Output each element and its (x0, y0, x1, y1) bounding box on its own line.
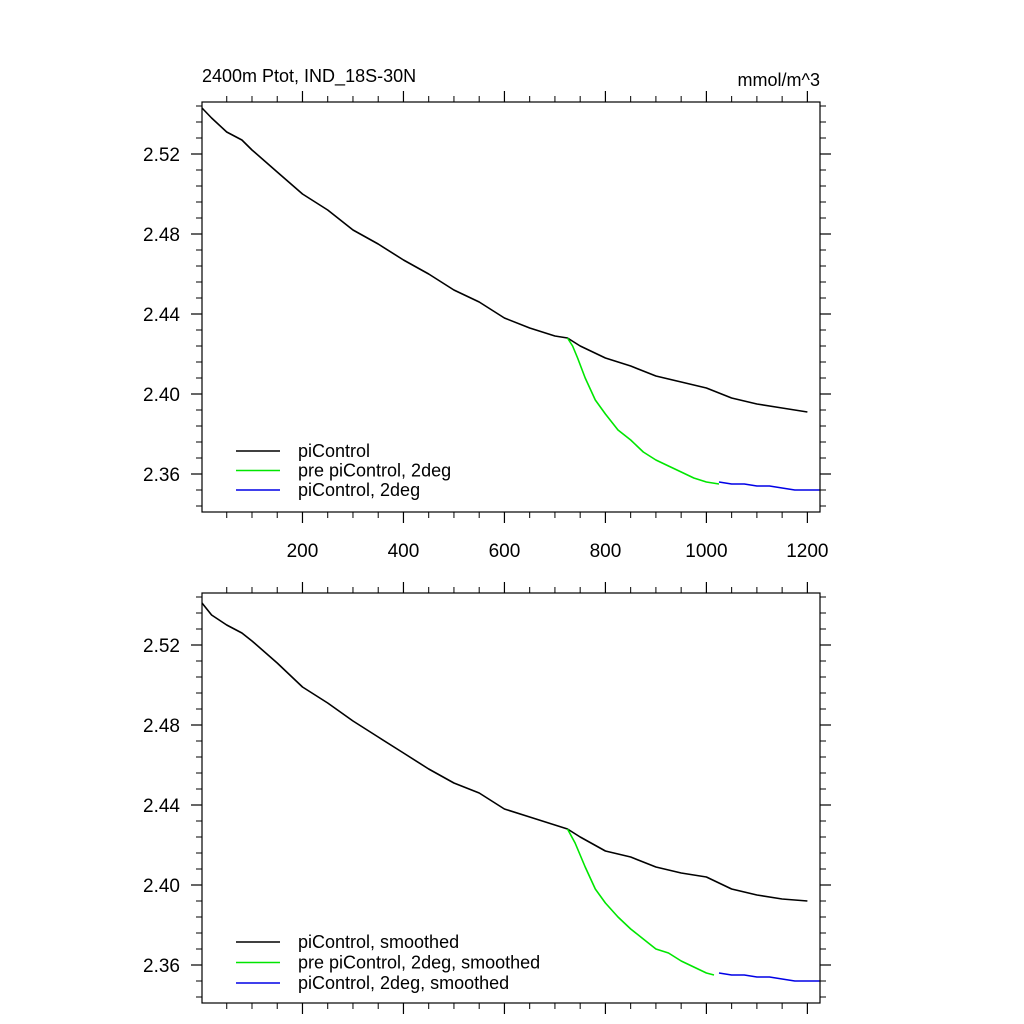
panel-bottom: 2.36 2.40 2.44 2.48 2.52 piControl, smoothed… (143, 582, 831, 1014)
series-group (201, 107, 820, 491)
units-label: mmol/m^3 (738, 70, 820, 90)
y-tick-label: 2.44 (143, 796, 180, 817)
x-tick-label: 1200 (786, 541, 828, 562)
y-tick-label: 2.44 (143, 305, 180, 326)
legend-label: piControl, 2deg, smoothed (298, 973, 509, 993)
tick-group: 2.36 2.40 2.44 2.48 2.52 (143, 582, 831, 1014)
plot-frame (201, 592, 821, 1004)
legend-label: pre piControl, 2deg, smoothed (298, 953, 540, 973)
x-tick-label: 200 (287, 541, 319, 562)
y-tick-label: 2.52 (143, 636, 180, 657)
chart-title: 2400m Ptot, IND_18S-30N (202, 66, 416, 87)
x-tick-label: 1000 (685, 541, 727, 562)
x-tick-label: 400 (388, 541, 420, 562)
tick-group: 200 400 600 800 1000 1200 2.36 2.40 2.44 2.48 2.52 (143, 91, 831, 562)
series-line-1 (201, 107, 808, 413)
series-group (201, 602, 820, 982)
y-tick-label: 2.48 (143, 225, 180, 246)
y-tick-label: 2.36 (143, 465, 180, 486)
y-tick-label: 2.36 (143, 956, 180, 977)
legend-label: piControl, smoothed (298, 932, 459, 952)
legend-label: piControl (298, 441, 370, 461)
legend-label: piControl, 2deg (298, 480, 420, 500)
x-tick-label: 600 (489, 541, 521, 562)
series-line-3 (718, 972, 820, 982)
series-line-2 (566, 337, 720, 485)
y-tick-label: 2.48 (143, 716, 180, 737)
legend-label: pre piControl, 2deg (298, 461, 451, 481)
y-tick-label: 2.40 (143, 876, 180, 897)
panel-top: 2400m Ptot, IND_18S-30N mmol/m^3 200 400 6… (143, 66, 831, 562)
y-tick-label: 2.52 (143, 145, 180, 166)
y-tick-label: 2.40 (143, 385, 180, 406)
x-tick-label: 800 (590, 541, 622, 562)
series-line-3 (718, 481, 820, 491)
series-line-2 (566, 828, 715, 976)
series-line-1 (201, 602, 808, 902)
plot-frame (201, 101, 821, 513)
